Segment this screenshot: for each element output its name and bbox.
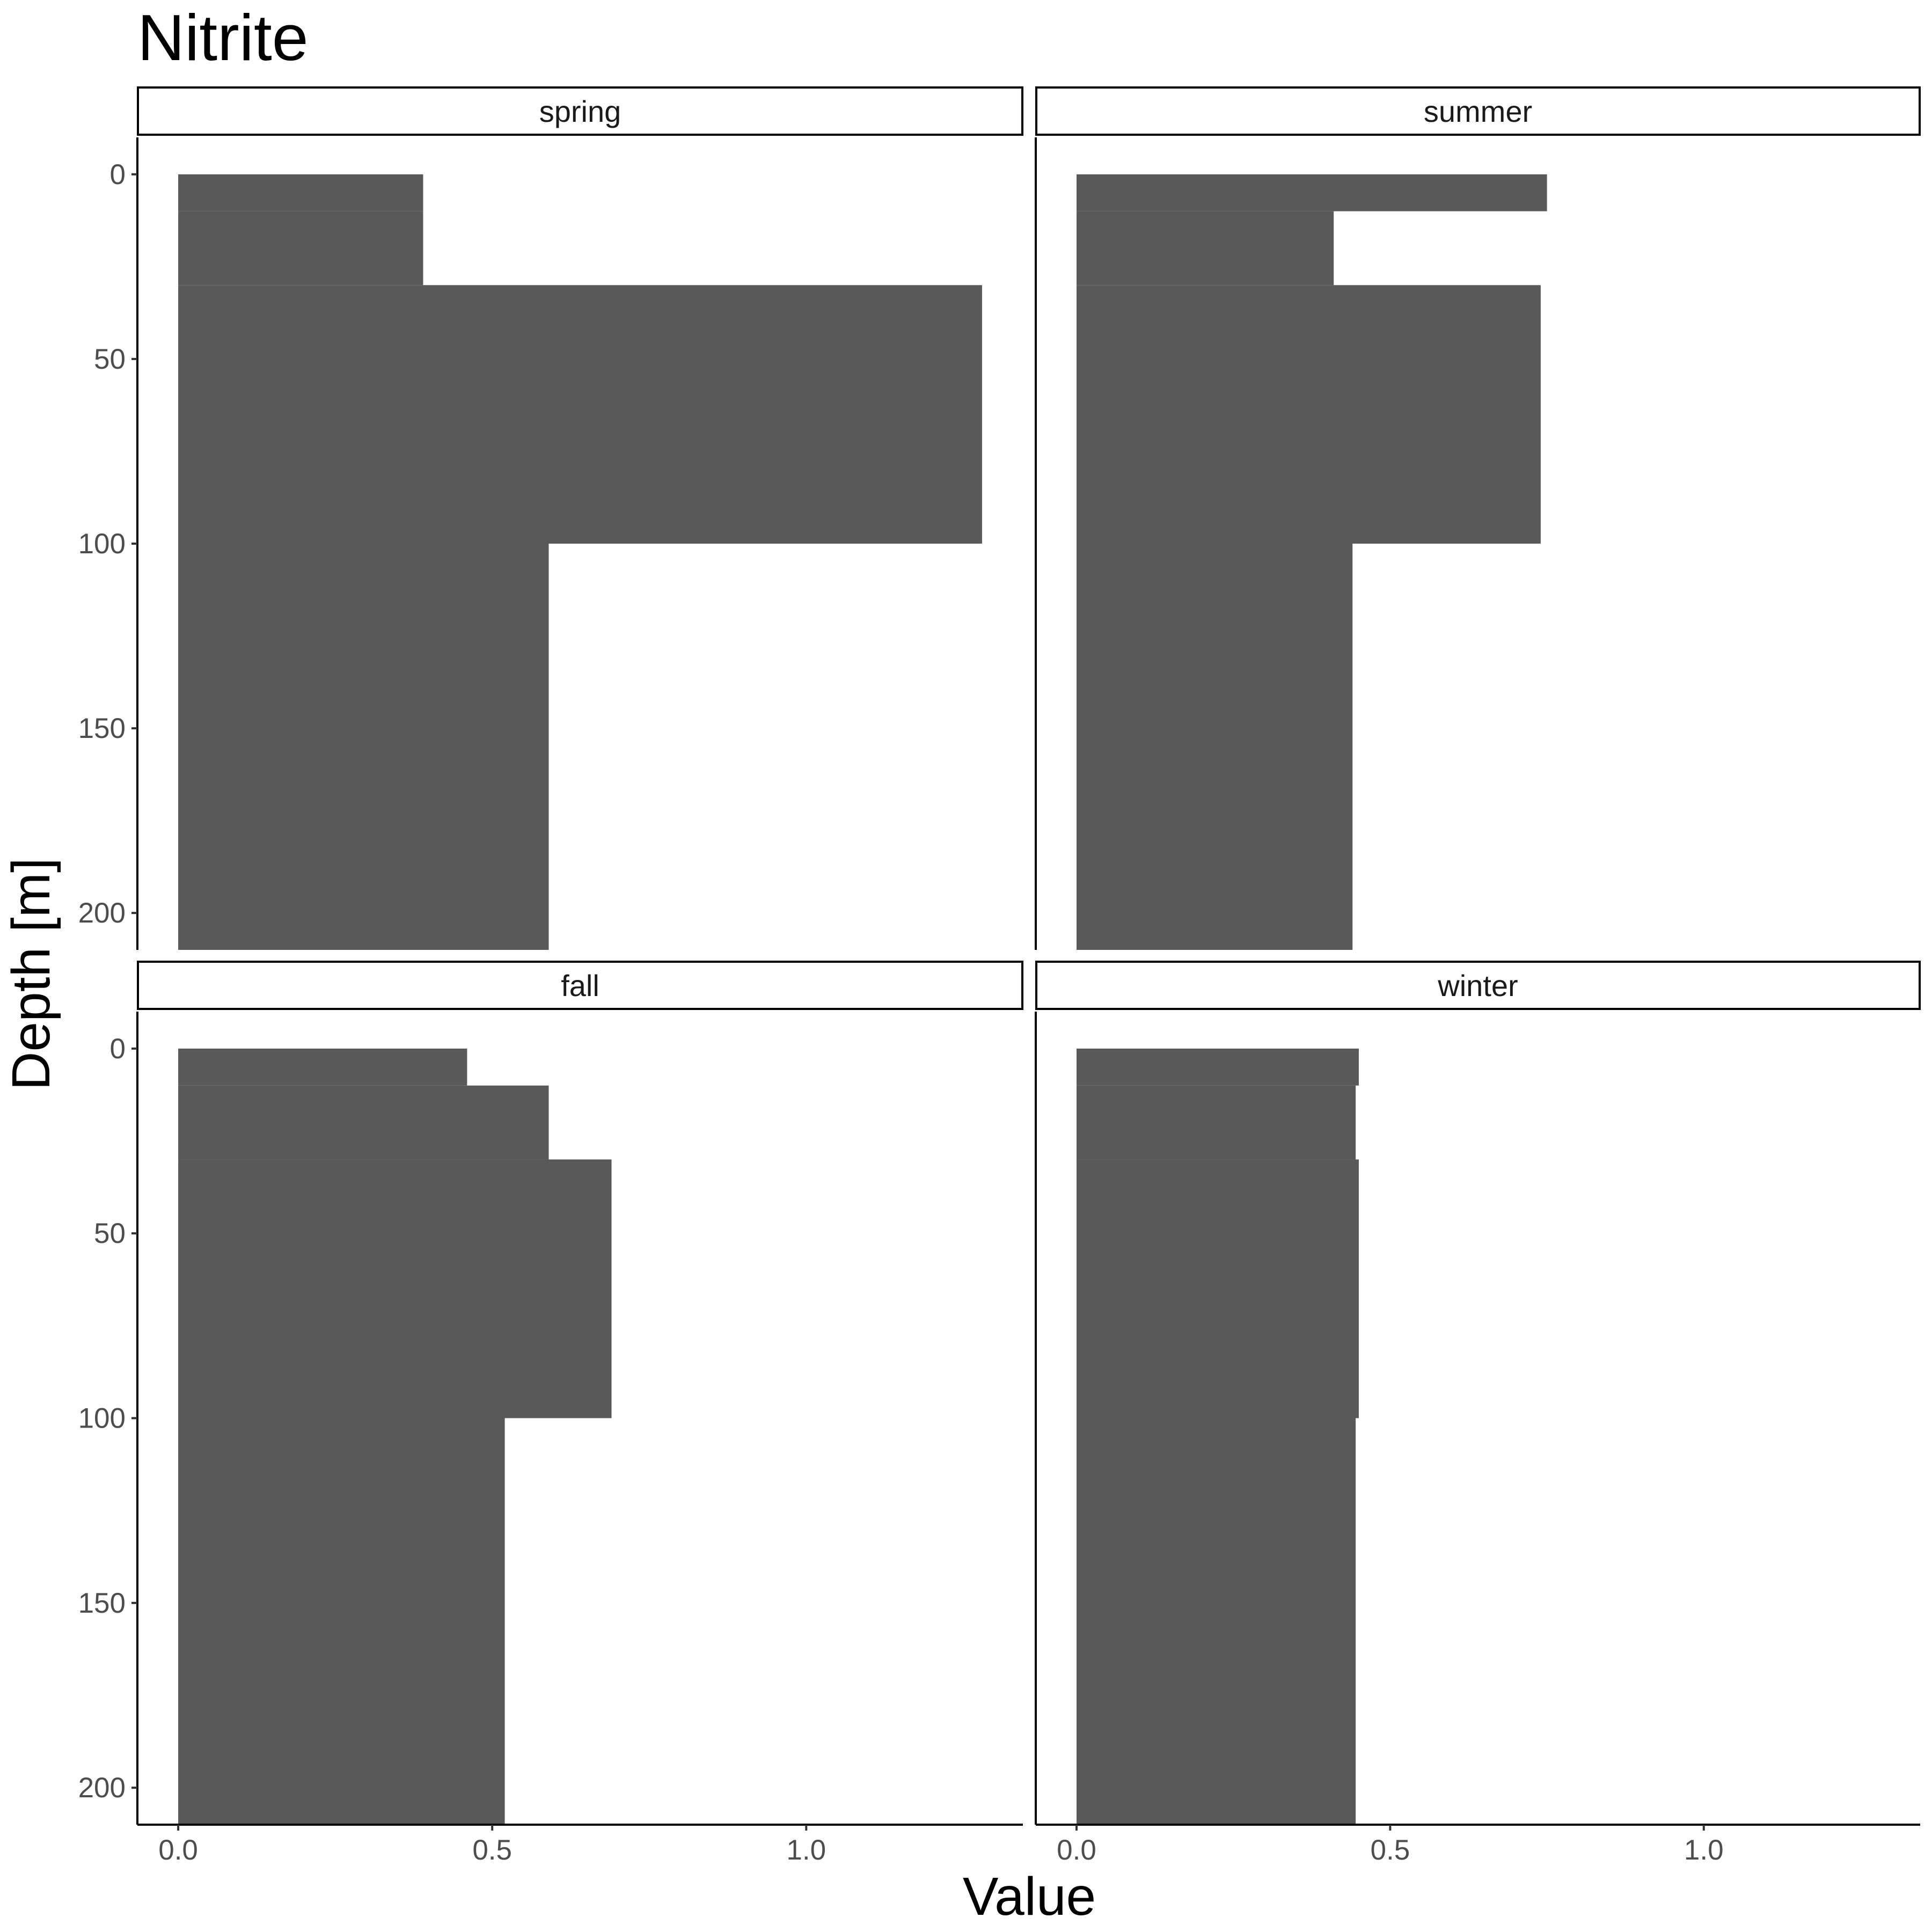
bar-spring-1 xyxy=(178,211,423,286)
y-tick-label-fall-1: 50 xyxy=(94,1218,126,1249)
bar-winter-2 xyxy=(1076,1159,1359,1418)
strip-label-spring: spring xyxy=(539,94,621,128)
bar-summer-0 xyxy=(1076,174,1547,211)
y-tick-label-fall-2: 100 xyxy=(78,1403,126,1435)
chart-title: Nitrite xyxy=(137,1,309,74)
bar-fall-1 xyxy=(178,1085,549,1160)
strip-label-fall: fall xyxy=(561,969,599,1002)
bar-fall-2 xyxy=(178,1159,612,1418)
y-tick-label-spring-4: 200 xyxy=(78,897,126,929)
strip-box-fall xyxy=(137,961,1023,1010)
bar-spring-3 xyxy=(178,544,549,950)
facet-winter: winter 0.0 0.5 1.0 xyxy=(1035,961,1921,1866)
x-tick-label-winter-0: 0.0 xyxy=(1057,1834,1096,1866)
y-tick-label-fall-0: 0 xyxy=(110,1033,126,1065)
bar-winter-3 xyxy=(1076,1418,1356,1825)
x-axis-title: Value xyxy=(963,1867,1096,1927)
bar-winter-0 xyxy=(1076,1048,1359,1086)
bar-summer-2 xyxy=(1076,285,1541,544)
strip-box-spring xyxy=(137,86,1023,136)
strip-box-summer xyxy=(1035,86,1921,136)
strip-box-winter xyxy=(1035,961,1921,1010)
y-tick-label-fall-4: 200 xyxy=(78,1772,126,1804)
y-tick-label-spring-1: 50 xyxy=(94,343,126,375)
x-tick-label-fall-2: 1.0 xyxy=(786,1834,826,1866)
facet-summer: summer xyxy=(1035,86,1921,950)
x-tick-label-fall-1: 0.5 xyxy=(472,1834,512,1866)
y-axis-title: Depth [m] xyxy=(1,858,61,1091)
bar-summer-3 xyxy=(1076,544,1353,950)
bar-fall-3 xyxy=(178,1418,505,1825)
facet-spring: spring 0 50 100 150 200 xyxy=(78,86,1023,950)
x-tick-label-fall-0: 0.0 xyxy=(158,1834,198,1866)
x-tick-label-winter-1: 0.5 xyxy=(1371,1834,1410,1866)
x-tick-label-winter-2: 1.0 xyxy=(1684,1834,1724,1866)
bar-summer-1 xyxy=(1076,211,1334,286)
y-tick-label-fall-3: 150 xyxy=(78,1587,126,1619)
facet-panels: spring 0 50 100 150 200 summer fall 0 50 100 150 200… xyxy=(78,86,1921,1866)
strip-label-summer: summer xyxy=(1424,94,1532,128)
bar-spring-2 xyxy=(178,285,982,544)
facet-fall: fall 0 50 100 150 200 0.0 0.5 1.0 xyxy=(78,961,1023,1866)
bar-winter-1 xyxy=(1076,1085,1356,1160)
y-tick-label-spring-0: 0 xyxy=(110,159,126,191)
strip-label-winter: winter xyxy=(1437,969,1518,1002)
bar-spring-0 xyxy=(178,174,423,211)
bar-fall-0 xyxy=(178,1048,467,1086)
y-tick-label-spring-2: 100 xyxy=(78,528,126,560)
y-tick-label-spring-3: 150 xyxy=(78,713,126,744)
